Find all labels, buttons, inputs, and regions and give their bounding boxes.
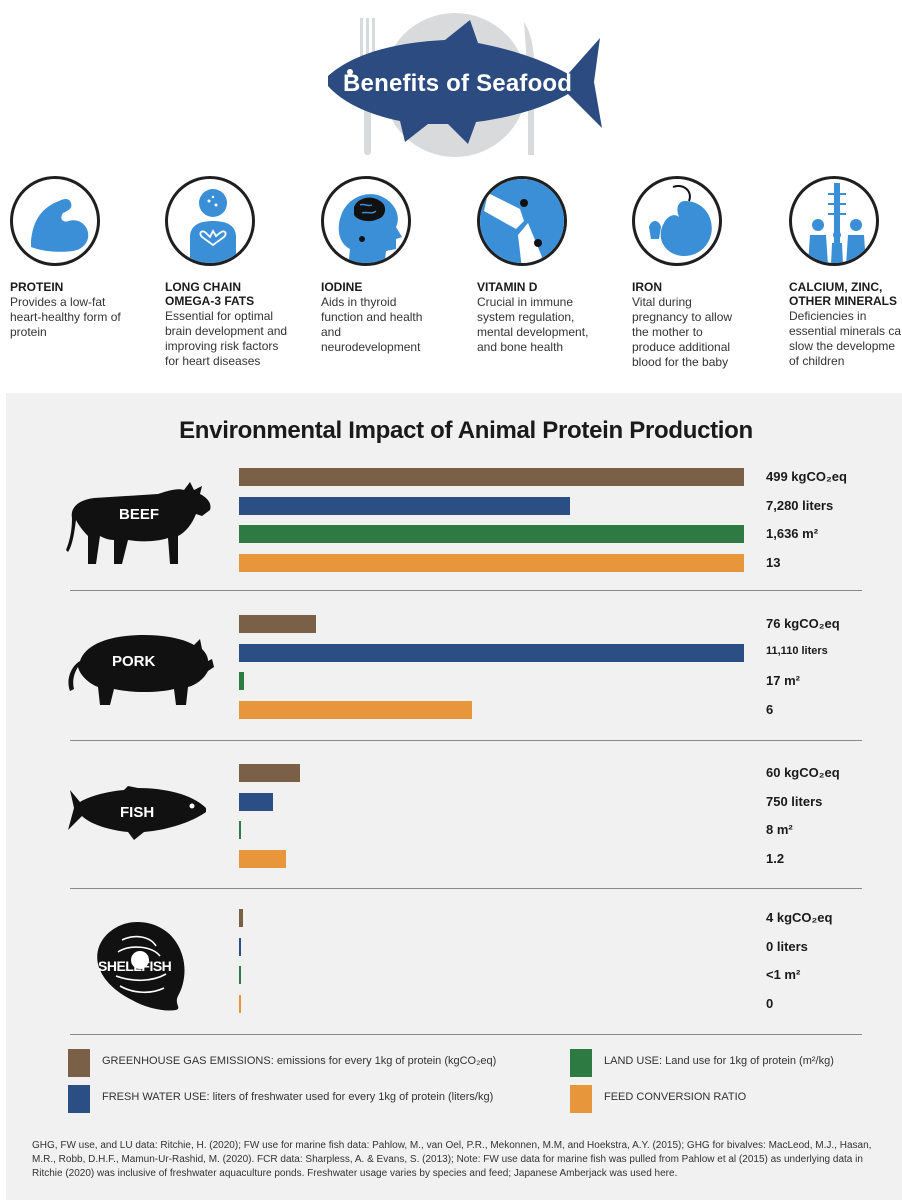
bar-pork-land [239,672,245,690]
data-label-pork-ghg: 76 kgCO₂eq [766,616,840,631]
data-label-beef-fcr: 13 [766,554,781,570]
benefit-item: LONG CHAIN OMEGA-3 FATS Essential for opti… [165,176,315,369]
benefit-description: Aids in thyroid function and health and neu… [321,295,423,354]
data-label-fish-fcr: 1.2 [766,850,785,866]
chart-title: Environmental Impact of Animal Protein P… [179,417,753,444]
fetus-icon [632,176,722,266]
beef-cow-icon [66,482,211,564]
bar-shellfish-water [239,937,241,956]
data-label-shellfish-land: <1 m² [766,967,801,982]
bar-shellfish-ghg [239,909,244,927]
benefit-title: VITAMIN D [477,280,538,294]
bar-pork-ghg [239,615,316,633]
header: Benefits of Seafood [0,0,902,170]
data-label-fish-land: 8 m² [766,822,793,837]
animal-label-shellfish: SHELLFISH [98,958,172,974]
bar-beef-land [239,525,744,543]
benefit-title: PROTEIN [10,280,64,294]
bar-beef-ghg [239,468,744,486]
bar-pork-water [239,643,744,662]
legend-swatch-land [570,1049,592,1077]
bar-fish-ghg [239,764,300,782]
legend-label-fcr: FEED CONVERSION RATIO [604,1091,747,1103]
animal-label-fish: FISH [120,804,155,821]
family-growth-icon [789,176,879,266]
bar-beef-fcr [239,553,744,572]
benefit-title: LONG CHAIN OMEGA-3 FATS [165,280,255,308]
pork-pig-icon [68,635,214,705]
group-separator [70,1034,862,1035]
heart-person-icon [165,176,255,266]
benefit-description: Vital during pregnancy to allow the mother… [632,295,733,369]
animal-label-beef: BEEF [119,506,160,523]
legend-label-ghg: GREENHOUSE GAS EMISSIONS: emissions for … [102,1055,497,1067]
data-label-beef-land: 1,636 m² [766,526,819,541]
bar-fish-fcr [239,849,286,868]
data-label-shellfish-water: 0 liters [766,938,808,954]
data-label-beef-ghg: 499 kgCO₂eq [766,469,847,484]
knee-bone-icon [477,176,567,266]
muscle-arm-icon [10,176,100,266]
benefit-description: Crucial in immune system regulation, menta… [477,295,589,354]
header-plate-fish-graphic [328,13,602,157]
chart-panel: Environmental Impact of Animal Protein P… [6,393,902,1200]
data-label-pork-water: 11,110 liters [766,644,828,657]
data-label-beef-water: 7,280 liters [766,497,834,513]
data-label-shellfish-ghg: 4 kgCO₂eq [766,910,833,925]
benefit-title: CALCIUM, ZINC, OTHER MINERALS [789,280,897,308]
fish-silhouette-icon [68,786,206,840]
bar-shellfish-land [239,966,241,984]
benefit-description: Essential for optimal brain development a… [165,309,288,368]
benefit-item: PROTEIN Provides a low-fat heart-healthy f… [10,176,160,340]
data-label-shellfish-fcr: 0 [766,995,774,1011]
group-separator [70,590,862,591]
benefit-item: IODINE Aids in thyroid function and health… [321,176,471,355]
brain-head-icon [321,176,411,266]
data-label-fish-ghg: 60 kgCO₂eq [766,765,840,780]
legend-swatch-fcr [570,1085,592,1113]
animal-label-pork: PORK [112,653,156,670]
legend-label-water: FRESH WATER USE: liters of freshwater us… [102,1091,494,1103]
bar-beef-water [239,496,570,515]
benefit-description: Provides a low-fat heart-healthy form of p… [10,295,121,339]
bar-shellfish-fcr [239,994,241,1013]
bar-fish-water [239,792,274,811]
header-fish-icon [328,20,602,144]
legend-swatch-ghg [68,1049,90,1077]
shellfish-oyster-icon [97,922,185,1011]
citation-text: GHG, FW use, and LU data: Ritchie, H. (2… [32,1140,872,1179]
benefit-item: CALCIUM, ZINC, OTHER MINERALS Deficiencies… [789,176,902,369]
group-separator [70,888,862,889]
group-separator [70,740,862,741]
benefit-description: Deficiencies in essential minerals ca slow… [789,309,902,368]
data-label-fish-water: 750 liters [766,793,823,809]
data-label-pork-fcr: 6 [766,701,774,717]
benefit-item: IRON Vital during pregnancy to allow the mo… [632,176,782,370]
data-label-pork-land: 17 m² [766,673,800,688]
fish-eye-icon [347,69,353,75]
legend-label-land: LAND USE: Land use for 1kg of protein (m… [604,1055,834,1067]
legend-swatch-water [68,1085,90,1113]
page-title: Benefits of Seafood [343,70,573,97]
benefit-title: IRON [632,280,662,294]
benefit-item: VITAMIN D Crucial in immune system regulat… [477,176,627,355]
bar-pork-fcr [239,700,473,719]
benefit-title: IODINE [321,280,363,294]
bar-fish-land [239,821,242,839]
